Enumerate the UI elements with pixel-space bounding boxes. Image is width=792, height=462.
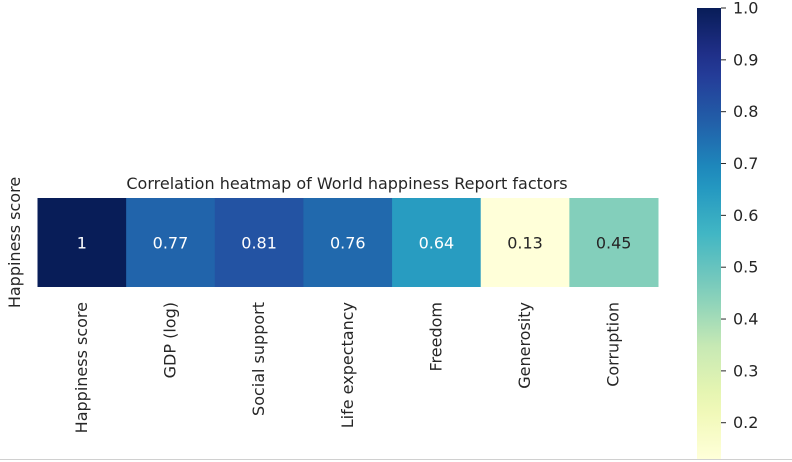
colorbar	[697, 8, 721, 459]
heatmap-cell	[569, 198, 659, 287]
column-tick-label: GDP (log)	[160, 302, 179, 378]
row-tick-label: Happiness score	[5, 177, 24, 308]
colorbar-tick-label: 0.2	[733, 413, 758, 432]
colorbar-tick-label: 0.7	[733, 154, 758, 173]
colorbar-tick-label: 0.9	[733, 50, 758, 69]
colorbar-tick-label: 0.3	[733, 361, 758, 380]
colorbar-tick-label: 0.8	[733, 102, 758, 121]
colorbar-tick-label: 1.0	[733, 0, 758, 18]
cell-value-label: 0.76	[330, 234, 366, 253]
colorbar-tick-label: 0.6	[733, 206, 758, 225]
heatmap-cell	[303, 198, 393, 287]
column-tick-label: Freedom	[426, 302, 445, 371]
column-tick-label: Social support	[249, 302, 268, 416]
column-tick-label: Generosity	[515, 302, 534, 389]
heatmap-cell	[126, 198, 216, 287]
cell-value-label: 0.81	[241, 234, 277, 253]
chart-title: Correlation heatmap of World happiness R…	[126, 174, 567, 193]
heatmap-cell	[480, 198, 570, 287]
heatmap-cells: 1 0.77 0.81 0.76 0.64 0.13 0.45	[37, 198, 659, 287]
heatmap-cell	[37, 198, 127, 287]
cell-value-label: 0.13	[507, 234, 543, 253]
cell-value-label: 0.77	[153, 234, 189, 253]
row-labels: Happiness score	[5, 177, 24, 308]
column-labels: Happiness score GDP (log) Social support Li…	[72, 302, 623, 433]
heatmap-cell	[214, 198, 304, 287]
colorbar-tick-label: 0.4	[733, 310, 758, 329]
column-tick-label: Life expectancy	[338, 302, 357, 428]
cell-value-label: 0.45	[596, 234, 632, 253]
heatmap-cell	[392, 198, 482, 287]
bottom-divider	[0, 459, 792, 460]
colorbar-ticks: 0.2 0.3 0.4 0.5 0.6 0.7 0.8 0.9 1.0	[721, 0, 758, 432]
cell-value-label: 0.64	[419, 234, 455, 253]
column-tick-label: Corruption	[604, 302, 623, 387]
cell-value-label: 1	[77, 234, 87, 253]
colorbar-tick-label: 0.5	[733, 258, 758, 277]
column-tick-label: Happiness score	[72, 302, 91, 433]
